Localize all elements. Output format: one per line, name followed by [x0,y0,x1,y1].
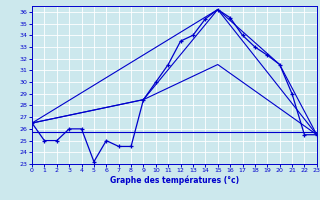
X-axis label: Graphe des températures (°c): Graphe des températures (°c) [110,176,239,185]
